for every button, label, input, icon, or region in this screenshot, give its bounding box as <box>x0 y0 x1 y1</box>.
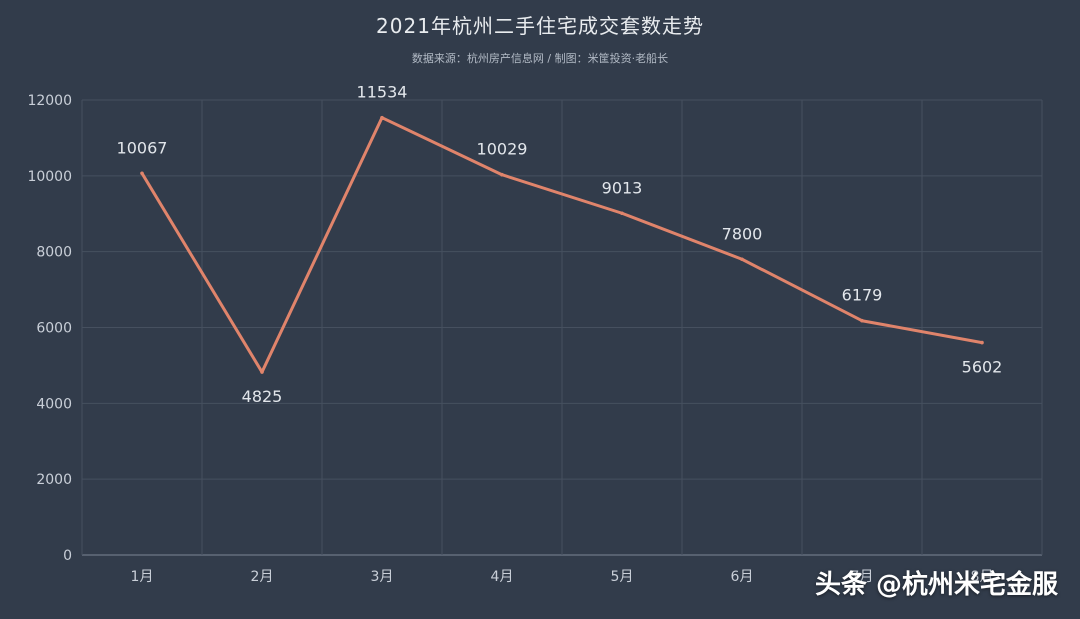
x-tick-label: 3月 <box>371 569 394 585</box>
data-labels: 10067 4825 11534 10029 9013 7800 6179 5602 <box>117 83 1003 406</box>
y-tick-label: 0 <box>63 548 72 564</box>
data-label: 7800 <box>722 224 763 243</box>
data-label: 10029 <box>477 140 528 159</box>
x-tick-label: 2月 <box>251 569 274 585</box>
chart-subtitle: 数据来源：杭州房产信息网 / 制图：米筐投资·老船长 <box>411 52 669 65</box>
y-tick-label: 8000 <box>36 245 72 261</box>
data-label: 6179 <box>842 286 883 305</box>
data-label: 4825 <box>242 387 283 406</box>
data-point <box>860 318 864 323</box>
data-label: 5602 <box>962 358 1003 377</box>
data-label: 11534 <box>357 83 408 102</box>
y-tick-label: 12000 <box>27 93 72 109</box>
data-point <box>500 172 504 177</box>
data-point <box>380 115 384 120</box>
chart-title: 2021年杭州二手住宅成交套数走势 <box>376 14 704 38</box>
y-tick-label: 6000 <box>36 321 72 337</box>
watermark: 头条 @杭州米宅金服 <box>814 570 1058 600</box>
data-point <box>740 257 744 262</box>
grid-lines <box>81 99 1043 556</box>
x-tick-label: 8月 <box>971 569 994 585</box>
series-line-path <box>140 116 984 374</box>
data-point <box>620 211 624 216</box>
y-tick-label: 2000 <box>36 472 72 488</box>
data-point <box>140 171 144 176</box>
data-label: 10067 <box>117 138 168 157</box>
y-axis-ticks: 0 2000 4000 6000 8000 10000 12000 <box>27 93 72 564</box>
data-point <box>260 370 264 374</box>
x-tick-label: 4月 <box>491 569 514 585</box>
x-tick-label: 7月 <box>851 569 874 585</box>
y-tick-label: 10000 <box>27 169 72 185</box>
x-tick-label: 6月 <box>731 569 754 585</box>
series-line <box>140 115 984 374</box>
data-point <box>980 340 984 345</box>
x-tick-label: 1月 <box>131 569 154 585</box>
x-axis-ticks: 1月 2月 3月 4月 5月 6月 7月 8月 <box>131 569 994 585</box>
data-label: 9013 <box>602 178 643 197</box>
y-tick-label: 4000 <box>36 396 72 412</box>
x-tick-label: 5月 <box>611 569 634 585</box>
